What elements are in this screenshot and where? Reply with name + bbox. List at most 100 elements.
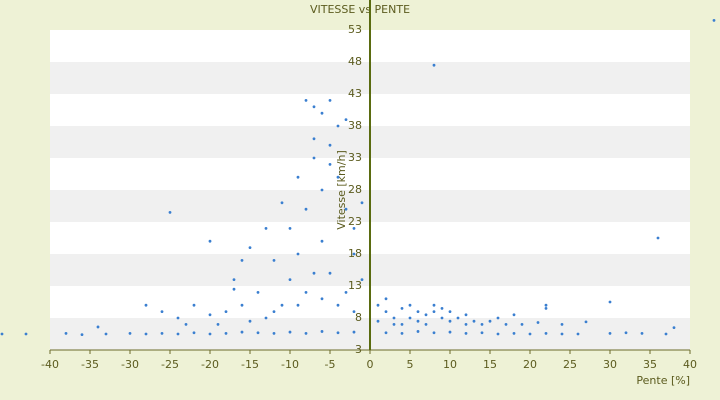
point xyxy=(584,320,588,324)
point xyxy=(664,332,668,336)
point xyxy=(328,143,332,147)
point xyxy=(232,278,236,281)
point xyxy=(480,331,484,335)
x-tick-label: -10 xyxy=(281,358,299,371)
point xyxy=(184,323,188,326)
x-tick-label: -35 xyxy=(81,358,99,371)
point xyxy=(384,310,388,313)
point xyxy=(232,287,236,291)
point xyxy=(576,332,580,336)
point xyxy=(264,227,268,230)
point xyxy=(448,319,452,323)
point xyxy=(272,310,276,313)
point xyxy=(448,310,452,313)
point xyxy=(360,201,364,205)
point xyxy=(280,303,284,307)
point xyxy=(712,19,716,22)
point xyxy=(288,227,292,230)
point xyxy=(440,316,444,320)
point xyxy=(208,332,212,336)
point xyxy=(96,325,100,329)
point xyxy=(208,239,212,243)
point xyxy=(424,323,428,326)
point xyxy=(288,330,292,334)
x-tick-label: -20 xyxy=(201,358,219,371)
point xyxy=(320,111,324,115)
point xyxy=(304,99,308,102)
point xyxy=(448,330,452,334)
point xyxy=(344,291,348,294)
point xyxy=(464,313,468,317)
point xyxy=(192,303,196,307)
point xyxy=(312,105,316,109)
point xyxy=(512,331,516,335)
x-axis-label: Pente [%] xyxy=(636,374,690,387)
point xyxy=(312,271,316,275)
point xyxy=(504,323,508,326)
point xyxy=(336,331,340,335)
point xyxy=(264,316,268,320)
x-tick-label: -40 xyxy=(41,358,59,371)
point xyxy=(672,326,676,329)
point xyxy=(440,307,444,310)
x-tick-label: 35 xyxy=(643,358,657,371)
y-tick-label: 13 xyxy=(348,279,362,292)
point xyxy=(0,332,4,336)
point xyxy=(296,175,300,179)
point xyxy=(64,331,68,335)
point xyxy=(536,321,540,324)
point xyxy=(320,297,324,301)
point xyxy=(248,319,252,323)
point xyxy=(432,331,436,335)
point xyxy=(392,323,396,326)
y-tick-label: 23 xyxy=(348,215,362,228)
point xyxy=(168,211,172,214)
point xyxy=(352,227,356,230)
point xyxy=(384,297,388,301)
point xyxy=(360,278,364,281)
chart-title: VITESSE vs PENTE xyxy=(310,3,410,16)
point xyxy=(528,332,532,336)
point xyxy=(288,278,292,281)
point xyxy=(560,323,564,326)
x-tick-label: 0 xyxy=(367,358,374,371)
point xyxy=(424,313,428,317)
x-tick-label: -25 xyxy=(161,358,179,371)
point xyxy=(320,188,324,192)
point xyxy=(416,319,420,323)
point xyxy=(512,313,516,317)
x-tick-label: 20 xyxy=(523,358,537,371)
point xyxy=(304,291,308,294)
point xyxy=(216,323,220,326)
point xyxy=(408,303,412,307)
point xyxy=(144,332,148,336)
point xyxy=(208,313,212,317)
point xyxy=(544,331,548,335)
y-tick-label: 8 xyxy=(355,311,362,324)
point xyxy=(240,330,244,334)
y-tick-label: 48 xyxy=(348,55,362,68)
point xyxy=(80,333,84,337)
point xyxy=(640,331,644,335)
point xyxy=(176,316,180,320)
point xyxy=(344,118,348,121)
point xyxy=(272,331,276,335)
point xyxy=(224,331,228,335)
y-tick-label: 38 xyxy=(348,119,362,132)
point xyxy=(384,331,388,335)
point xyxy=(304,207,308,211)
point xyxy=(392,316,396,320)
point xyxy=(328,163,332,166)
point xyxy=(24,332,28,336)
point xyxy=(328,99,332,102)
point xyxy=(160,310,164,313)
point xyxy=(432,63,436,67)
point xyxy=(344,207,348,211)
x-tick-label: -30 xyxy=(121,358,139,371)
x-tick-label: 40 xyxy=(683,358,697,371)
point xyxy=(352,252,356,256)
point xyxy=(520,323,524,326)
y-tick-label: 53 xyxy=(348,23,362,36)
y-tick-label: 28 xyxy=(348,183,362,196)
point xyxy=(656,236,660,240)
